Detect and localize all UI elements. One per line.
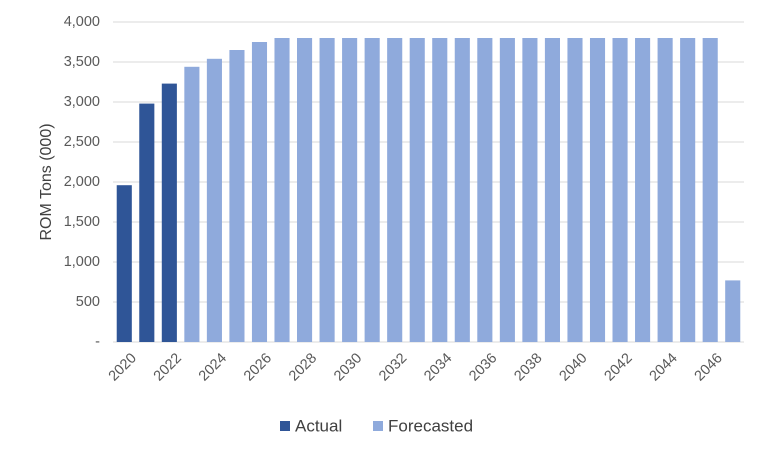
bar-forecasted-2032 <box>387 38 403 342</box>
bar-forecasted-2031 <box>364 38 380 342</box>
x-tick-label: 2040 <box>556 350 590 384</box>
y-tick-label: 500 <box>76 294 100 310</box>
x-tick-label: 2038 <box>511 350 545 384</box>
legend-swatch-actual <box>280 421 290 431</box>
y-tick-label: 3,000 <box>64 94 100 110</box>
x-tick-label: 2022 <box>151 350 185 384</box>
x-tick-label: 2026 <box>241 350 275 384</box>
x-tick-label: 2032 <box>376 350 410 384</box>
x-tick-label: 2024 <box>196 350 230 384</box>
bar-forecasted-2023 <box>184 66 200 343</box>
bar-forecasted-2033 <box>409 38 425 342</box>
bar-forecasted-2041 <box>589 38 606 342</box>
y-tick-label: 1,500 <box>64 214 100 230</box>
bar-forecasted-2043 <box>635 38 651 342</box>
y-tick-label: 2,000 <box>64 174 100 190</box>
y-tick-labels: - 500 1,000 1,500 2,000 2,500 3,000 3,500 4,000 <box>64 14 100 350</box>
x-tick-label: 2028 <box>286 350 320 384</box>
bar-forecasted-2036 <box>477 38 493 342</box>
bar-forecasted-2035 <box>454 38 470 342</box>
y-tick-label: - <box>95 334 100 350</box>
y-tick-label: 4,000 <box>64 14 100 30</box>
bar-forecasted-2027 <box>274 38 290 342</box>
bar-actual-2022 <box>161 83 177 342</box>
bar-forecasted-2030 <box>342 38 358 342</box>
bar-forecasted-2038 <box>522 38 538 342</box>
bar-forecasted-2029 <box>319 38 335 342</box>
legend-swatch-forecasted <box>373 421 383 431</box>
y-tick-label: 3,500 <box>64 54 100 70</box>
bar-forecasted-2039 <box>544 38 560 342</box>
bar-forecasted-2026 <box>251 42 268 342</box>
bar-forecasted-2045 <box>680 38 696 342</box>
x-tick-label: 2020 <box>106 350 140 384</box>
y-axis-label: ROM Tons (000) <box>38 123 55 240</box>
legend-label-actual: Actual <box>295 416 342 435</box>
legend: Actual Forecasted <box>280 416 473 435</box>
bar-forecasted-2024 <box>206 58 222 343</box>
bar-forecasted-2046 <box>702 38 718 342</box>
bar-forecasted-2047 <box>725 280 741 342</box>
bar-forecasted-2040 <box>567 38 583 342</box>
bar-forecasted-2042 <box>612 38 628 342</box>
x-tick-label: 2034 <box>421 350 455 384</box>
bar-forecasted-2044 <box>657 38 673 342</box>
bars <box>116 38 741 343</box>
x-tick-label: 2044 <box>647 350 681 384</box>
x-tick-label: 2030 <box>331 350 365 384</box>
bar-forecasted-2025 <box>229 50 245 342</box>
bar-actual-2021 <box>139 103 155 342</box>
bar-forecasted-2037 <box>499 38 515 342</box>
bar-forecasted-2034 <box>432 38 448 342</box>
y-tick-label: 1,000 <box>64 254 100 270</box>
x-tick-label: 2046 <box>692 350 726 384</box>
x-tick-label: 2042 <box>602 350 636 384</box>
bar-actual-2020 <box>116 185 132 342</box>
x-tick-labels: 2020 2022 2024 2026 2028 2030 2032 2034 2036 2038… <box>106 350 726 384</box>
x-tick-label: 2036 <box>466 350 500 384</box>
bar-forecasted-2028 <box>297 38 313 342</box>
y-tick-label: 2,500 <box>64 134 100 150</box>
legend-label-forecasted: Forecasted <box>388 416 473 435</box>
